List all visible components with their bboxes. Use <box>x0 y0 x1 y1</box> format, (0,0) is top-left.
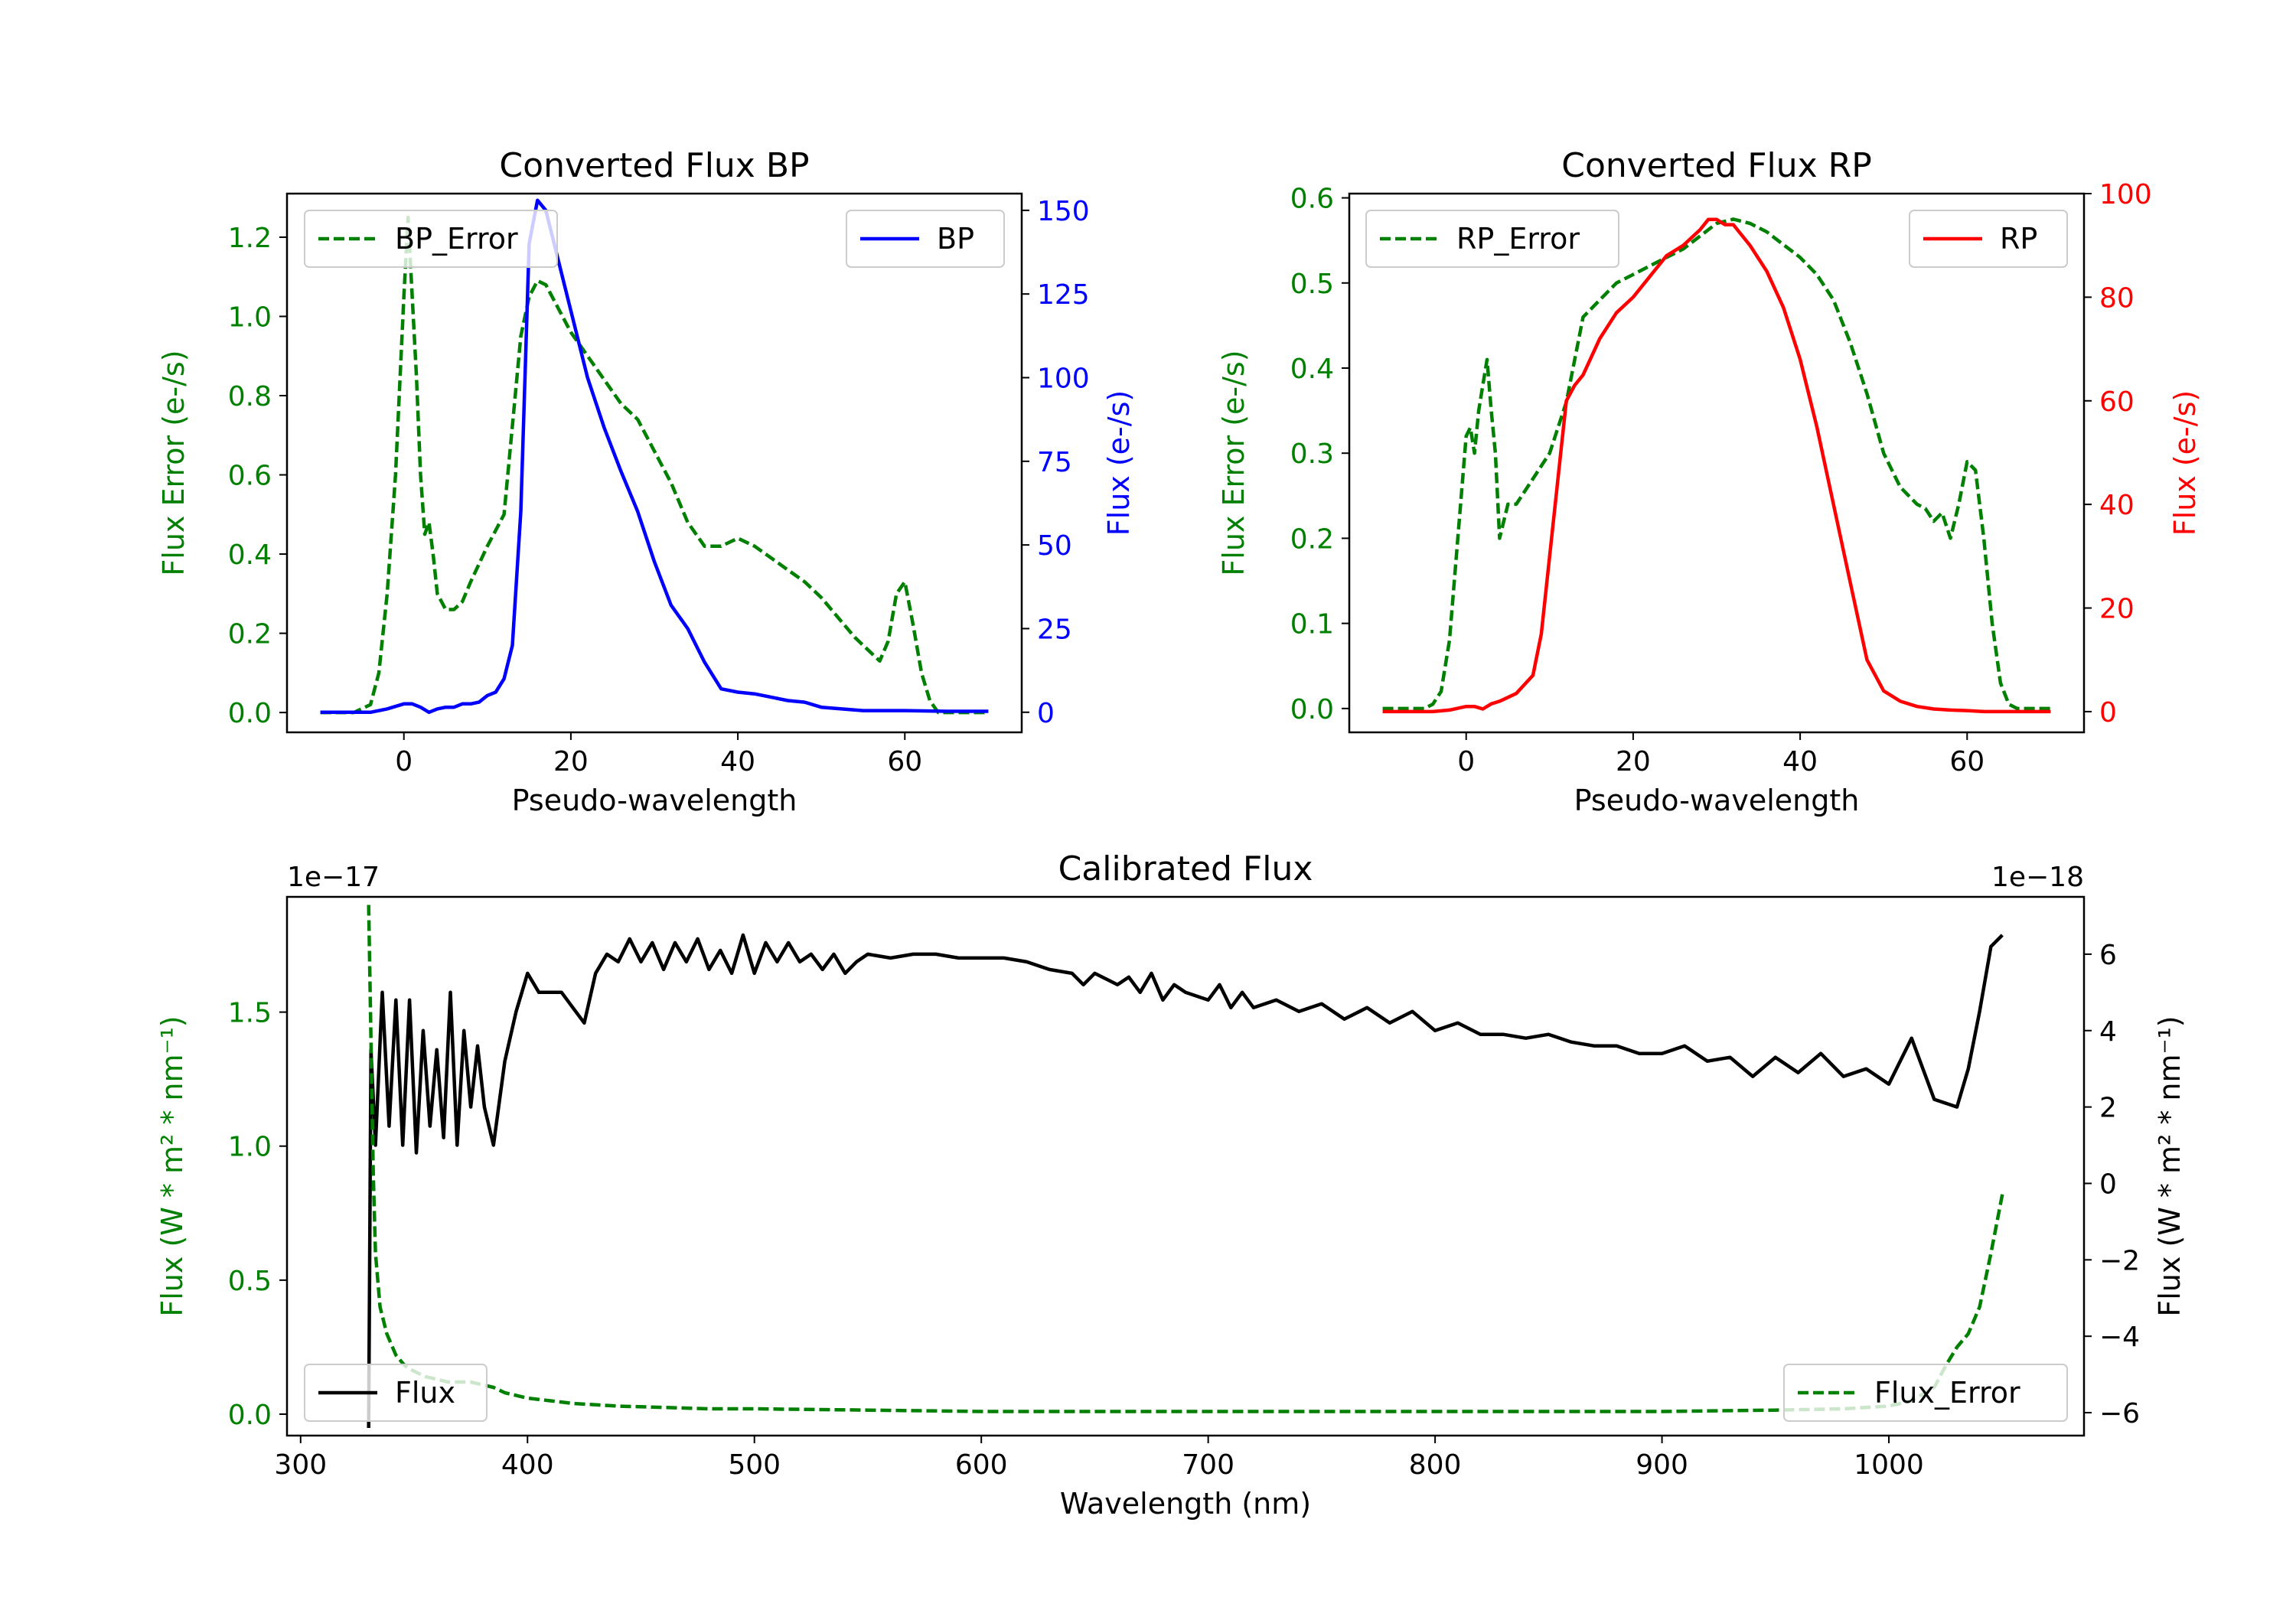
calibrated-left-ytick-label: 0.0 <box>228 1400 272 1431</box>
calibrated-series-flux <box>367 933 2004 1429</box>
bp-series-bp <box>320 198 989 715</box>
calibrated-legend-left-box <box>304 1364 488 1422</box>
calibrated-xtick-label: 900 <box>1636 1449 1688 1481</box>
rp-xlabel: Pseudo-wavelength <box>1574 784 1860 817</box>
bp-right-ytick-label: 100 <box>1037 363 1090 394</box>
bp-left-ylabel: Flux Error (e-/s) <box>157 350 191 575</box>
calibrated-xtick-label: 600 <box>955 1449 1008 1481</box>
calibrated-xtick-label: 400 <box>501 1449 554 1481</box>
calibrated-left-ylabel: Flux (W * m² * nm⁻¹) <box>155 1015 189 1316</box>
calibrated-series-flux-error <box>367 905 2004 1413</box>
rp-xtick-label: 60 <box>1949 746 1985 777</box>
rp-xtick-label: 40 <box>1782 746 1818 777</box>
rp-left-ytick-label: 0.4 <box>1290 354 1334 385</box>
calibrated-legend-left: Flux <box>304 1364 488 1422</box>
calibrated-right-ytick-label: −4 <box>2099 1322 2140 1353</box>
bp-left-ytick-label: 0.6 <box>228 461 272 492</box>
bp-right-ytick-label: 50 <box>1037 530 1072 562</box>
rp-legend-left-box <box>1365 210 1619 268</box>
bp-axes-frame <box>285 192 1023 734</box>
calibrated-right-ytick-label: 2 <box>2099 1093 2117 1124</box>
bp-xtick-label: 20 <box>553 746 589 777</box>
rp-right-ytick-label: 40 <box>2099 490 2135 521</box>
calibrated-legend-right-label: Flux_Error <box>1874 1376 2020 1410</box>
bp-title: Converted Flux BP <box>499 146 809 185</box>
rp-title: Converted Flux RP <box>1561 146 1872 185</box>
rp-right-ylabel: Flux (e-/s) <box>2168 390 2202 536</box>
rp-legend-right: RP <box>1909 210 2068 268</box>
rp-right-ytick-label: 100 <box>2099 179 2152 210</box>
calibrated-title: Calibrated Flux <box>1058 849 1313 888</box>
bp-legend-right-box <box>846 210 1005 268</box>
calibrated-axes-frame <box>285 895 2086 1437</box>
bp-legend-left-box <box>304 210 558 268</box>
rp-legend-right-label: RP <box>2000 222 2037 256</box>
calibrated-legend-left-label: Flux <box>395 1376 455 1410</box>
bp-legend-right: BP <box>846 210 1005 268</box>
bp-left-ytick-label: 0.0 <box>228 698 272 729</box>
calibrated-xtick-label: 300 <box>274 1449 327 1481</box>
rp-left-ytick-label: 0.0 <box>1290 694 1334 725</box>
bp-legend-right-label: BP <box>937 222 974 256</box>
bp-legend-left: BP_Error <box>304 210 558 268</box>
bp-left-ytick-label: 1.0 <box>228 302 272 333</box>
bp-chart: Converted Flux BP 0 20 40 60 Pseudo-wavelengt… <box>157 146 1136 817</box>
calibrated-legend-right-box <box>1783 1364 2068 1422</box>
bp-left-ytick-label: 0.4 <box>228 539 272 571</box>
calibrated-xtick-label: 1000 <box>1854 1449 1924 1481</box>
rp-right-ytick-label: 60 <box>2099 386 2135 418</box>
calibrated-left-ytick-label: 0.5 <box>228 1266 272 1297</box>
calibrated-left-offset-text: 1e−17 <box>287 862 380 893</box>
bp-xtick-label: 0 <box>395 746 413 777</box>
rp-left-ytick-label: 0.5 <box>1290 269 1334 300</box>
bp-xtick-label: 60 <box>887 746 922 777</box>
rp-right-ytick-label: 80 <box>2099 282 2135 314</box>
rp-xtick-label: 0 <box>1457 746 1475 777</box>
bp-legend-left-label: BP_Error <box>395 222 518 256</box>
calibrated-xtick-label: 500 <box>728 1449 781 1481</box>
calibrated-chart: Calibrated Flux 300 400 500 600 700 800 900 1000… <box>155 849 2187 1521</box>
calibrated-right-offset-text: 1e−18 <box>1991 862 2084 893</box>
calibrated-right-ytick-label: −6 <box>2099 1398 2140 1429</box>
calibrated-left-ytick-label: 1.5 <box>228 998 272 1029</box>
calibrated-legend-right: Flux_Error <box>1783 1364 2068 1422</box>
rp-legend-left: RP_Error <box>1365 210 1619 268</box>
rp-legend-left-label: RP_Error <box>1456 222 1580 256</box>
bp-left-ytick-label: 0.2 <box>228 619 272 650</box>
rp-left-ytick-label: 0.1 <box>1290 609 1334 641</box>
calibrated-right-ytick-label: −2 <box>2099 1245 2140 1276</box>
rp-left-ytick-label: 0.3 <box>1290 438 1334 470</box>
rp-left-ytick-label: 0.2 <box>1290 523 1334 555</box>
rp-series-rp-error <box>1382 217 2051 711</box>
calibrated-xlabel: Wavelength (nm) <box>1060 1487 1311 1521</box>
bp-right-ytick-label: 150 <box>1037 196 1090 227</box>
calibrated-right-ytick-label: 6 <box>2099 940 2117 971</box>
bp-xtick-label: 40 <box>720 746 755 777</box>
calibrated-right-ytick-label: 4 <box>2099 1016 2117 1048</box>
calibrated-left-ytick-label: 1.0 <box>228 1132 272 1163</box>
bp-right-ytick-label: 75 <box>1037 447 1072 478</box>
bp-right-ytick-label: 0 <box>1037 698 1055 729</box>
rp-chart: Converted Flux RP 0 20 40 60 Pseudo-wavelengt… <box>1217 146 2202 817</box>
bp-left-ytick-label: 0.8 <box>228 381 272 412</box>
bp-xlabel: Pseudo-wavelength <box>512 784 797 817</box>
calibrated-right-ylabel: Flux (W * m² * nm⁻¹) <box>2153 1015 2187 1316</box>
bp-right-ylabel: Flux (e-/s) <box>1102 390 1136 536</box>
rp-right-ytick-label: 0 <box>2099 697 2117 729</box>
rp-left-ylabel: Flux Error (e-/s) <box>1217 350 1251 575</box>
calibrated-xtick-label: 700 <box>1182 1449 1234 1481</box>
rp-xtick-label: 20 <box>1616 746 1651 777</box>
rp-series-rp <box>1382 217 2051 714</box>
rp-left-ytick-label: 0.6 <box>1290 184 1334 215</box>
bp-right-ytick-label: 25 <box>1037 614 1072 645</box>
bp-right-ytick-label: 125 <box>1037 279 1090 311</box>
bp-series-bp-error <box>320 215 989 715</box>
bp-left-ytick-label: 1.2 <box>228 223 272 254</box>
calibrated-right-ytick-label: 0 <box>2099 1169 2117 1200</box>
rp-axes-frame <box>1348 192 2086 734</box>
rp-legend-right-box <box>1909 210 2068 268</box>
rp-right-ytick-label: 20 <box>2099 594 2135 625</box>
calibrated-xtick-label: 800 <box>1409 1449 1462 1481</box>
